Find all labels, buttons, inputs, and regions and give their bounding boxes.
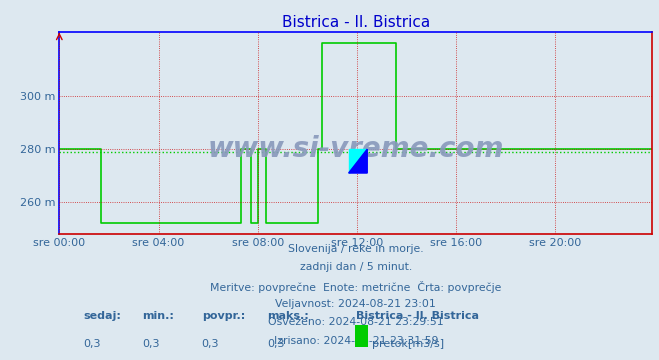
Text: maks.:: maks.:	[267, 311, 308, 321]
Text: 0,3: 0,3	[267, 339, 285, 350]
Text: 0,3: 0,3	[202, 339, 219, 350]
Text: Izrisano: 2024-08-21 23:31:59: Izrisano: 2024-08-21 23:31:59	[273, 336, 438, 346]
Polygon shape	[349, 149, 367, 173]
Text: min.:: min.:	[142, 311, 174, 321]
Text: pretok[m3/s]: pretok[m3/s]	[372, 339, 445, 350]
Text: Slovenija / reke in morje.: Slovenija / reke in morje.	[288, 244, 424, 254]
Text: 0,3: 0,3	[142, 339, 160, 350]
Bar	[349, 149, 367, 173]
Text: www.si-vreme.com: www.si-vreme.com	[208, 135, 504, 163]
Text: sedaj:: sedaj:	[83, 311, 121, 321]
Text: Meritve: povprečne  Enote: metrične  Črta: povprečje: Meritve: povprečne Enote: metrične Črta:…	[210, 281, 501, 293]
Text: povpr.:: povpr.:	[202, 311, 245, 321]
Text: Osveženo: 2024-08-21 23:29:51: Osveženo: 2024-08-21 23:29:51	[268, 317, 444, 327]
Bar	[355, 325, 368, 347]
Text: Bistrica - Il. Bistrica: Bistrica - Il. Bistrica	[356, 311, 479, 321]
Text: Veljavnost: 2024-08-21 23:01: Veljavnost: 2024-08-21 23:01	[275, 299, 436, 309]
Polygon shape	[349, 149, 367, 173]
Title: Bistrica - Il. Bistrica: Bistrica - Il. Bistrica	[282, 15, 430, 30]
Text: zadnji dan / 5 minut.: zadnji dan / 5 minut.	[300, 262, 412, 273]
Text: 0,3: 0,3	[83, 339, 101, 350]
